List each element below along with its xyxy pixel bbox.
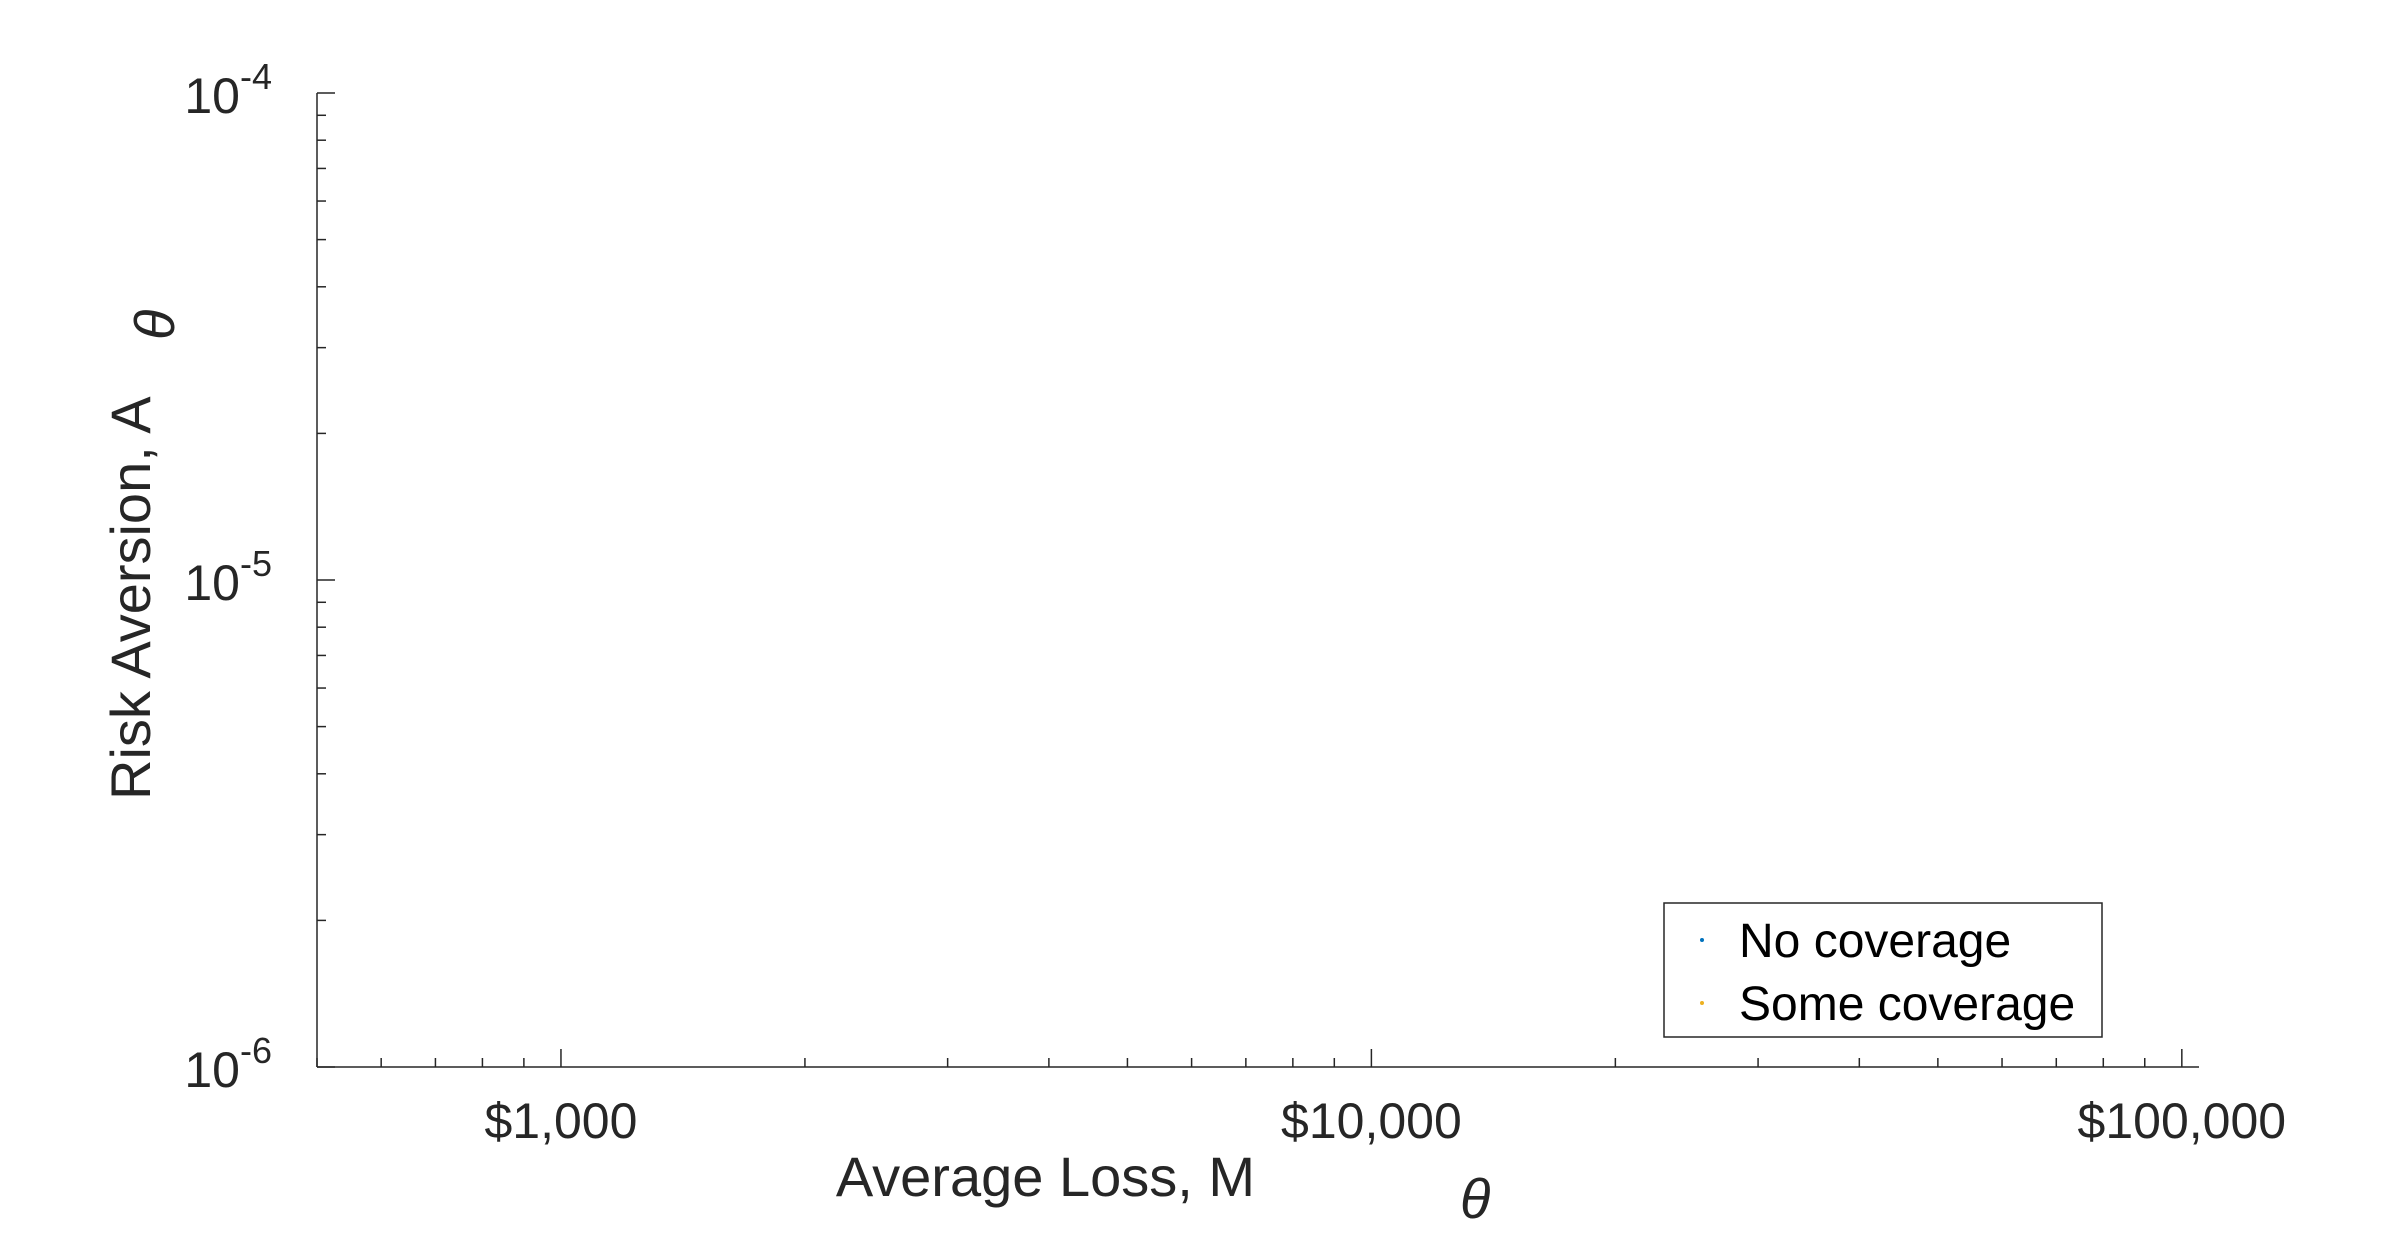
y-tick-label: 10-4 — [184, 56, 272, 124]
y-axis-ticks: 10-6 10-5 10-4 — [184, 56, 335, 1098]
x-tick-label: $100,000 — [2078, 1093, 2287, 1149]
legend-box — [1663, 902, 2103, 1038]
legend-marker-some-coverage — [1700, 1001, 1704, 1005]
x-axis-ticks: $1,000 $10,000 $100,000 — [316, 1049, 2287, 1149]
x-axis-label-subscript: θ — [1460, 1167, 1490, 1230]
legend-label-no-coverage: No coverage — [1739, 915, 2011, 968]
x-tick-label: $1,000 — [484, 1093, 637, 1149]
y-tick-label: 10-6 — [184, 1030, 272, 1098]
y-axis-label: Risk Aversion, A — [99, 396, 162, 800]
legend: No coverage Some coverage — [1663, 902, 2103, 1038]
x-axis-label: Average Loss, M — [836, 1145, 1255, 1208]
x-tick-label: $10,000 — [1281, 1093, 1462, 1149]
legend-marker-no-coverage — [1700, 938, 1704, 942]
y-axis-label-subscript: θ — [123, 310, 186, 340]
legend-label-some-coverage: Some coverage — [1739, 978, 2075, 1031]
y-tick-label: 10-5 — [184, 543, 272, 611]
